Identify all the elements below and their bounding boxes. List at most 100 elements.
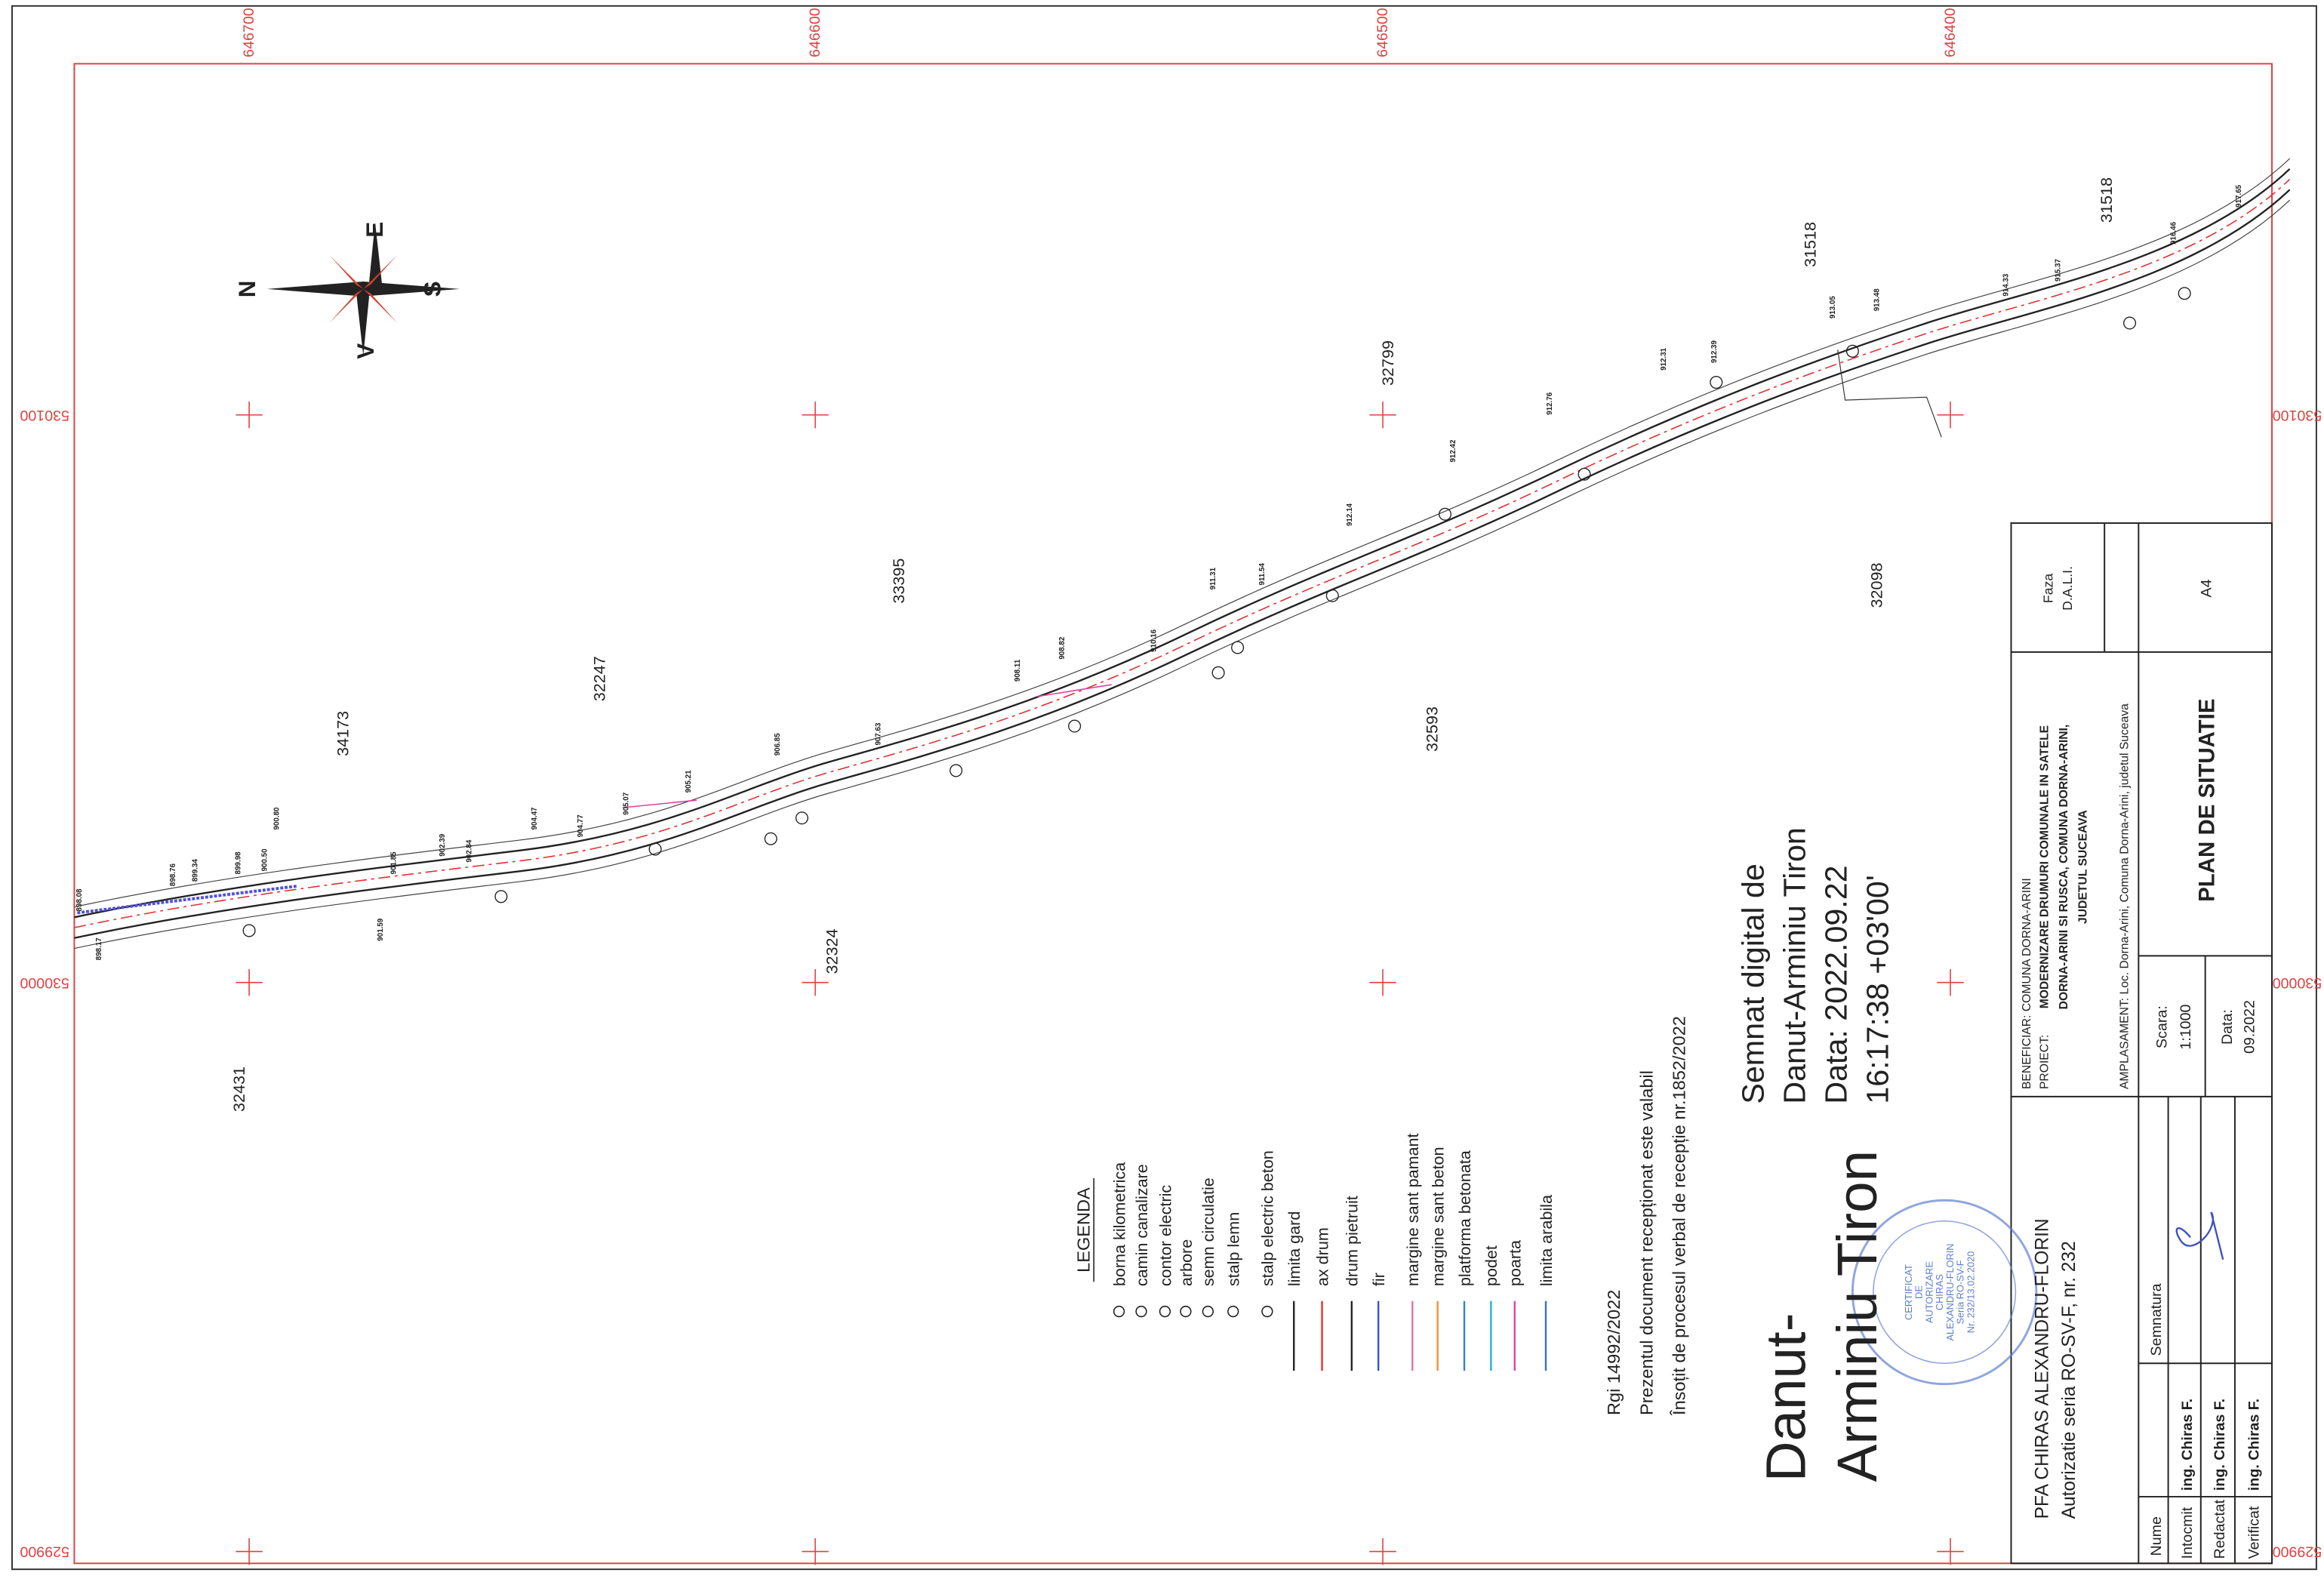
tree: [494, 890, 508, 903]
legend-item: margine sant beton: [1429, 1147, 1448, 1286]
signature-line: Data: 2022.09.22: [1819, 865, 1854, 1103]
title-block-frame: [2010, 522, 2273, 1565]
compass-needle: [266, 282, 460, 297]
tree: [1710, 375, 1723, 389]
elevation-label: 908.11: [1014, 659, 1022, 682]
proiect-title: MODERNIZARE DRUMURI COMUNALE IN SATELE: [2039, 725, 2052, 1008]
compass-needle: [369, 222, 383, 289]
coordinate-label: 529900: [2273, 1544, 2322, 1560]
stamp-text: PFA CHIRAS ALEXANDRU-FLORIN: [2033, 1218, 2053, 1519]
tree: [1068, 719, 1082, 733]
legend-item: camin canalizare: [1132, 1164, 1151, 1286]
seal-text: Seria RO-SV-F: [1955, 1260, 1966, 1324]
coordinate-label: 530000: [20, 974, 69, 991]
faza: D.A.L.I.: [2060, 566, 2075, 611]
elevation-label: 900.50: [261, 848, 269, 872]
ditch-edge: [74, 158, 2290, 908]
parcel-number: 32324: [823, 928, 842, 974]
legend-item: contor electric: [1156, 1185, 1174, 1287]
elevation-label: 912.76: [1546, 392, 1554, 415]
elevation-label: 911.31: [1209, 567, 1217, 589]
legend-symbol: [1261, 1305, 1273, 1318]
seal-text: CERTIFICAT: [1903, 1264, 1914, 1320]
road: [74, 158, 2291, 950]
fir-line: [77, 885, 297, 915]
parcel-number: 34173: [334, 711, 352, 756]
signature-name: Danut-: [1754, 1313, 1818, 1482]
elevation-label: 912.31: [1660, 347, 1668, 371]
tree-symbols: [242, 287, 2191, 937]
elevation-label: 906.85: [774, 733, 782, 756]
note: Prezentul document recepționat este vala…: [1636, 1070, 1656, 1415]
parcel-number: 32431: [229, 1067, 248, 1112]
elevation-label: 908.82: [1058, 636, 1067, 660]
tree: [950, 764, 963, 777]
format: A4: [2199, 579, 2215, 597]
title-block: [2010, 522, 2273, 1565]
elevation-label: 905.07: [623, 792, 631, 815]
data-label: Data:: [2219, 1009, 2236, 1045]
stamp-text: Autorizatie seria RO-SV-F, nr. 232: [2059, 1241, 2079, 1519]
table-header: Semnatura: [2148, 1283, 2165, 1356]
elevation-label: 917.65: [2235, 184, 2243, 208]
note: Însoțit de procesul verbal de recepție n…: [1670, 1016, 1689, 1416]
parcel-number: 32247: [589, 656, 608, 701]
elevation-label: 913.48: [1873, 288, 1882, 312]
legend-symbol: [1202, 1305, 1214, 1318]
seal-circle: [1851, 1199, 2038, 1386]
plan-title: PLAN DE SITUATIE: [2194, 699, 2219, 902]
data: 09.2022: [2241, 1000, 2258, 1054]
coordinate-label: 530100: [20, 407, 69, 423]
tree: [2123, 316, 2137, 330]
parcel-number: 32593: [1423, 706, 1442, 752]
proiect-title: DORNA-ARINI SI RUSCA, COMUNA DORNA-ARINI…: [2058, 725, 2070, 1010]
parcel-number: 33395: [889, 559, 908, 604]
scara-label: Scara:: [2154, 1005, 2171, 1048]
elevation-label: 898.08: [75, 888, 84, 912]
compass-needle: [329, 254, 364, 289]
gate: [622, 684, 1112, 808]
seal-text: AUTORIZARE: [1923, 1261, 1935, 1323]
handwritten-signature: [2175, 1211, 2224, 1260]
legend-item: drum pietruit: [1343, 1196, 1362, 1286]
parcel-number: 31518: [1800, 222, 1819, 267]
coordinate-label: 646400: [1942, 8, 1959, 57]
road-axis: [74, 178, 2291, 928]
beneficiar: BENEFICIAR: COMUNA DORNA-ARINI: [2021, 878, 2033, 1089]
elevation-label: 916.46: [2169, 221, 2178, 245]
elevation-label: 912.14: [1346, 503, 1354, 526]
elevation-label: 901.85: [389, 851, 398, 875]
seal-circle: [1873, 1220, 2017, 1365]
elevation-label: 913.05: [1829, 296, 1837, 319]
coordinate-label: 646700: [241, 8, 257, 57]
elevation-label: 915.37: [2054, 259, 2062, 282]
legend-title: LEGENDA: [1073, 1187, 1093, 1273]
tree: [1325, 589, 1339, 602]
tree: [764, 832, 777, 845]
elevation-label: 899.34: [191, 859, 199, 882]
legend-item: platforma betonata: [1455, 1150, 1474, 1286]
signature-line: Semnat digital de: [1736, 863, 1771, 1104]
tree: [1438, 507, 1452, 521]
table-label: Intocmit: [2179, 1507, 2196, 1559]
compass-letter: V: [352, 343, 379, 359]
tree: [2178, 287, 2191, 300]
tree: [795, 811, 808, 825]
legend-item: semn circulatie: [1199, 1177, 1217, 1286]
legend-item: stalp electric beton: [1258, 1150, 1277, 1286]
legend-item: margine sant pamant: [1403, 1133, 1422, 1286]
elevation-label: 907.63: [874, 722, 882, 746]
parcel-number: 32098: [1867, 562, 1886, 608]
seal-text: DE: [1913, 1285, 1925, 1299]
faza-label: Faza: [2040, 574, 2055, 603]
legend-item: podet: [1482, 1245, 1501, 1286]
coordinate-label: 530000: [2273, 974, 2322, 991]
elevation-label: 911.54: [1258, 563, 1267, 586]
tree: [1211, 666, 1225, 679]
tree: [242, 924, 256, 937]
compass-letter: N: [234, 281, 260, 298]
legend-symbol: [1113, 1305, 1125, 1318]
proiect-title: JUDETUL SUCEAVA: [2077, 810, 2090, 924]
